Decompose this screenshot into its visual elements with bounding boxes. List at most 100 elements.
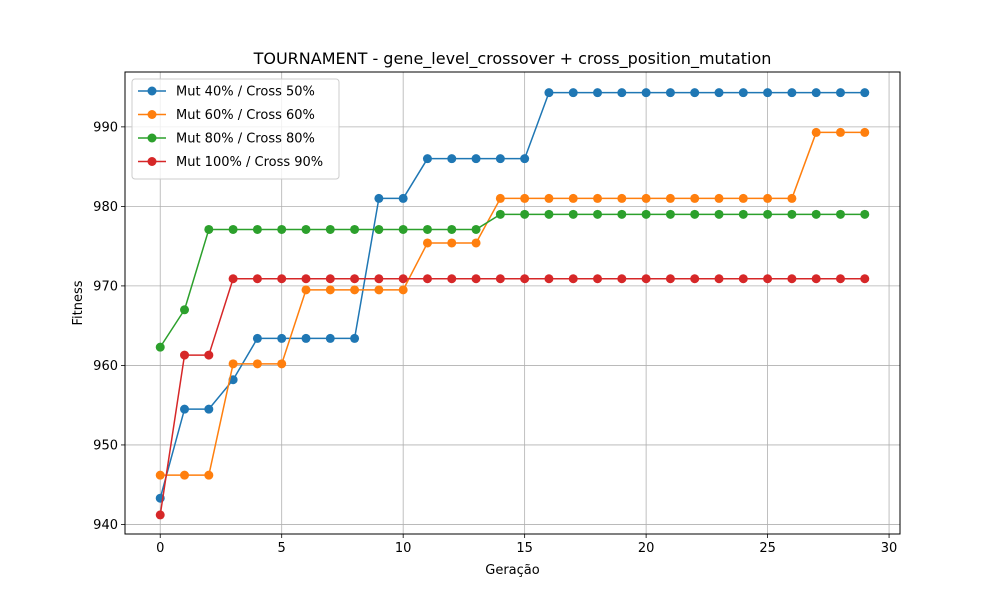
y-tick-label: 990	[93, 120, 118, 135]
data-point	[544, 274, 554, 284]
data-point	[180, 470, 190, 480]
data-point	[471, 238, 481, 248]
data-point	[495, 193, 505, 203]
data-point	[422, 238, 432, 248]
series-2	[155, 127, 870, 480]
data-point	[593, 209, 603, 219]
data-point	[155, 342, 165, 352]
legend-label: Mut 80% / Cross 80%	[176, 132, 315, 147]
data-point	[228, 274, 238, 284]
data-point	[155, 470, 165, 480]
data-point	[204, 404, 214, 414]
data-point	[860, 88, 870, 98]
data-point	[690, 88, 700, 98]
data-point	[544, 193, 554, 203]
x-tick-label: 15	[516, 541, 533, 556]
legend-item: Mut 100% / Cross 90%	[138, 155, 323, 170]
y-tick-label: 980	[93, 200, 118, 215]
data-point	[277, 274, 287, 284]
data-point	[690, 274, 700, 284]
data-point	[738, 193, 748, 203]
data-point	[714, 193, 724, 203]
data-point	[690, 193, 700, 203]
data-point	[350, 274, 360, 284]
data-point	[398, 193, 408, 203]
data-point	[811, 127, 821, 137]
plot-frame	[124, 71, 901, 535]
data-point	[325, 274, 335, 284]
data-point	[228, 224, 238, 234]
data-point	[835, 127, 845, 137]
data-point	[714, 209, 724, 219]
y-axis-label: Fitness	[71, 280, 86, 325]
data-point	[617, 209, 627, 219]
series-group	[155, 88, 870, 520]
data-point	[204, 224, 214, 234]
data-point	[374, 285, 384, 295]
data-point	[568, 193, 578, 203]
legend-label: Mut 40% / Cross 50%	[176, 85, 315, 100]
data-point	[422, 224, 432, 234]
data-point	[617, 88, 627, 98]
data-point	[593, 88, 603, 98]
data-point	[520, 193, 530, 203]
chart-title: TOURNAMENT - gene_level_crossover + cros…	[253, 49, 772, 69]
x-axis-label: Geração	[485, 563, 539, 578]
legend-marker	[147, 133, 157, 143]
data-point	[277, 333, 287, 343]
data-point	[641, 209, 651, 219]
data-point	[350, 285, 360, 295]
data-point	[665, 274, 675, 284]
legend-label: Mut 60% / Cross 60%	[176, 108, 315, 123]
data-point	[787, 193, 797, 203]
legend-label: Mut 100% / Cross 90%	[176, 155, 323, 170]
data-point	[180, 305, 190, 315]
legend-marker	[147, 86, 157, 96]
data-point	[835, 88, 845, 98]
data-point	[593, 274, 603, 284]
data-point	[325, 224, 335, 234]
data-point	[520, 209, 530, 219]
data-point	[641, 88, 651, 98]
data-point	[325, 333, 335, 343]
data-point	[155, 510, 165, 520]
data-point	[763, 274, 773, 284]
data-point	[374, 224, 384, 234]
x-tick-label: 0	[156, 541, 164, 556]
y-tick-label: 960	[93, 359, 118, 374]
data-point	[738, 88, 748, 98]
data-point	[471, 274, 481, 284]
data-point	[641, 193, 651, 203]
data-point	[665, 209, 675, 219]
data-point	[568, 274, 578, 284]
series-4	[155, 274, 870, 520]
axis-ticks: 0 5 10 15 20 25 30 940 950 960 970 980 990	[93, 120, 897, 556]
data-point	[860, 127, 870, 137]
data-point	[495, 154, 505, 164]
data-point	[568, 88, 578, 98]
data-point	[811, 274, 821, 284]
series-3	[155, 209, 870, 352]
data-point	[763, 209, 773, 219]
legend-marker	[147, 157, 157, 166]
data-point	[252, 359, 262, 369]
data-point	[714, 274, 724, 284]
x-tick-label: 10	[395, 541, 412, 556]
data-point	[301, 333, 311, 343]
data-point	[811, 88, 821, 98]
data-point	[180, 350, 190, 360]
data-point	[665, 193, 675, 203]
data-point	[398, 285, 408, 295]
data-point	[204, 470, 214, 480]
data-point	[350, 333, 360, 343]
data-point	[835, 209, 845, 219]
data-point	[860, 209, 870, 219]
data-point	[811, 209, 821, 219]
data-point	[520, 274, 530, 284]
y-tick-label: 940	[93, 518, 118, 533]
data-point	[568, 209, 578, 219]
data-point	[544, 209, 554, 219]
legend: Mut 40% / Cross 50% Mut 60% / Cross 60% Mu…	[131, 78, 340, 180]
data-point	[763, 88, 773, 98]
data-point	[398, 274, 408, 284]
